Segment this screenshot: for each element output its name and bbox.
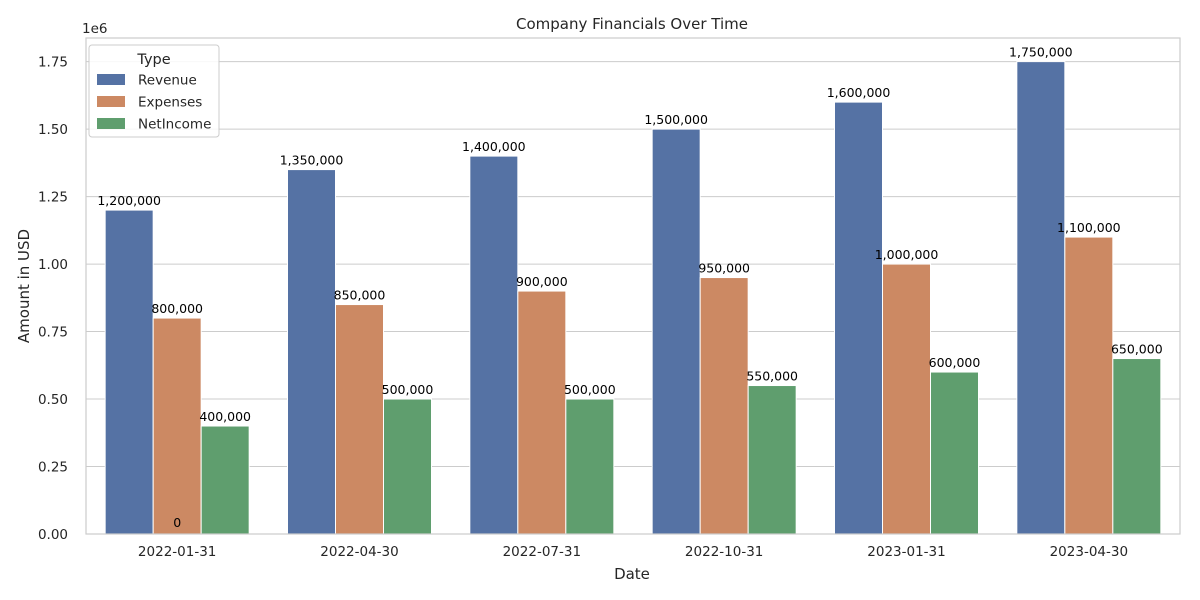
y-tick-label: 1.00 — [38, 257, 68, 273]
legend-items: Revenue Expenses NetIncome — [97, 73, 211, 133]
legend-swatch-netincome — [97, 118, 125, 129]
bar-revenue — [834, 101, 883, 535]
y-axis-offset-label: 1e6 — [82, 21, 107, 37]
y-tick-label: 0.75 — [38, 325, 68, 341]
grid-lines — [86, 61, 1180, 535]
y-tick-label: 1.50 — [38, 122, 68, 138]
bar-revenue — [1016, 61, 1066, 535]
plot-frame — [85, 37, 1181, 535]
bar-expenses — [335, 304, 384, 535]
x-tick-label: 2022-04-30 — [320, 544, 398, 560]
bar-value-label: 500,000 — [564, 382, 616, 397]
bar-value-label: 600,000 — [929, 355, 981, 370]
legend-swatch-revenue — [97, 74, 125, 85]
x-axis-label: Date — [614, 565, 650, 583]
bar-netincome — [747, 385, 797, 535]
bar-value-label: 850,000 — [334, 288, 386, 303]
bar-value-label: 1,000,000 — [875, 247, 939, 262]
bar-expenses — [152, 317, 202, 535]
bar-value-label: 1,350,000 — [280, 153, 344, 168]
chart-title: Company Financials Over Time — [516, 15, 748, 33]
bar-revenue — [651, 128, 701, 535]
bar-value-label: 1,400,000 — [462, 139, 526, 154]
bar-value-label: 1,200,000 — [97, 193, 161, 208]
legend-frame — [88, 44, 220, 138]
bar-netincome — [565, 398, 615, 535]
x-tick-label: 2023-01-31 — [867, 544, 945, 560]
bar-value-label: 900,000 — [516, 274, 568, 289]
bar-netincome — [930, 371, 979, 535]
bar-value-label: 1,750,000 — [1009, 45, 1073, 60]
bar-netincome — [200, 425, 250, 535]
bar-expenses — [1064, 236, 1114, 535]
bar-labels: 1,200,000 800,000 400,000 1,350,000 850,000 5… — [97, 45, 1162, 530]
bar-value-label: 550,000 — [746, 369, 798, 384]
bar-expenses — [517, 290, 567, 535]
y-tick-label: 0.25 — [38, 460, 68, 476]
bar-value-label: 1,600,000 — [827, 85, 891, 100]
x-tick-label: 2022-10-31 — [685, 544, 763, 560]
axes: 0.00 0.25 0.50 0.75 1.00 1.25 1.50 1.75 2022-01-… — [38, 37, 1181, 560]
y-tick-label: 1.75 — [38, 55, 68, 71]
bar-revenue — [104, 209, 154, 535]
y-tick-label: 1.25 — [38, 190, 68, 206]
y-tick-label: 0.50 — [38, 392, 68, 408]
bar-expenses — [882, 263, 931, 535]
annotation-label: 0 — [173, 515, 181, 530]
bar-value-label: 1,100,000 — [1057, 220, 1121, 235]
legend-label: NetIncome — [138, 117, 211, 133]
bar-netincome — [1112, 358, 1162, 535]
x-tick-label: 2023-04-30 — [1050, 544, 1128, 560]
bar-value-label: 1,500,000 — [644, 112, 708, 127]
legend-label: Expenses — [138, 95, 202, 111]
bar-value-label: 950,000 — [698, 261, 750, 276]
legend-swatch-expenses — [97, 96, 125, 107]
bar-value-label: 500,000 — [382, 382, 434, 397]
x-tick-label: 2022-07-31 — [503, 544, 581, 560]
bar-value-label: 400,000 — [199, 409, 251, 424]
bar-revenue — [287, 169, 336, 535]
y-axis-label: Amount in USD — [15, 229, 33, 343]
legend-title: Type — [136, 52, 170, 68]
bar-expenses — [699, 277, 749, 535]
bar-revenue — [469, 155, 519, 535]
y-tick-label: 0.00 — [38, 527, 68, 543]
legend: Type Revenue Expenses NetIncome — [88, 44, 220, 138]
bar-value-label: 650,000 — [1111, 342, 1163, 357]
x-tick-label: 2022-01-31 — [138, 544, 216, 560]
bar-value-label: 800,000 — [151, 301, 203, 316]
bar-netincome — [383, 398, 432, 535]
bars — [104, 61, 1162, 535]
legend-label: Revenue — [138, 73, 197, 89]
